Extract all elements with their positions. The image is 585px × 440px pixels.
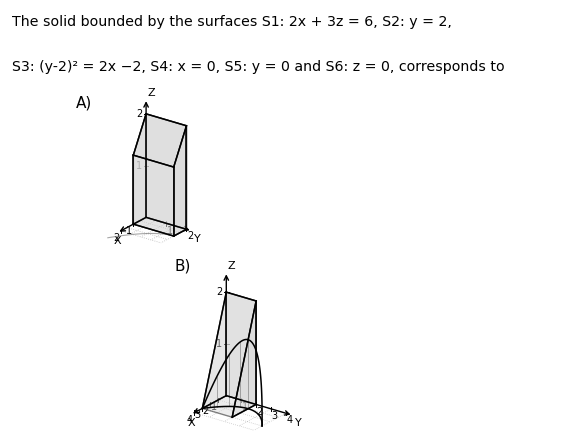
Polygon shape bbox=[174, 126, 187, 236]
Text: 4: 4 bbox=[187, 414, 193, 425]
Polygon shape bbox=[232, 301, 256, 417]
Text: S3: (y-2)² = 2x −2, S4: x = 0, S5: y = 0 and S6: z = 0, corresponds to: S3: (y-2)² = 2x −2, S4: x = 0, S5: y = 0… bbox=[12, 60, 504, 74]
Text: 1: 1 bbox=[126, 226, 132, 236]
Polygon shape bbox=[202, 292, 226, 408]
Polygon shape bbox=[226, 292, 256, 404]
Text: 1: 1 bbox=[167, 226, 173, 235]
Text: 2: 2 bbox=[216, 287, 222, 297]
Text: X: X bbox=[114, 236, 122, 246]
Text: 2: 2 bbox=[113, 233, 119, 243]
Text: 2: 2 bbox=[202, 406, 209, 416]
Text: 1: 1 bbox=[211, 402, 217, 412]
Text: Y: Y bbox=[194, 234, 201, 244]
Text: 2: 2 bbox=[136, 109, 142, 119]
Polygon shape bbox=[133, 114, 187, 167]
Text: The solid bounded by the surfaces S1: 2x + 3z = 6, S2: y = 2,: The solid bounded by the surfaces S1: 2x… bbox=[12, 15, 452, 29]
Text: 2: 2 bbox=[257, 407, 263, 417]
Polygon shape bbox=[146, 114, 187, 229]
Polygon shape bbox=[133, 155, 174, 236]
Text: 1: 1 bbox=[216, 339, 222, 349]
Text: 1: 1 bbox=[136, 161, 142, 171]
Text: Z: Z bbox=[147, 88, 155, 98]
Text: Z: Z bbox=[228, 261, 235, 271]
Text: Y: Y bbox=[295, 418, 302, 428]
Text: 4: 4 bbox=[287, 415, 292, 425]
Text: 3: 3 bbox=[271, 411, 278, 421]
Text: 3: 3 bbox=[195, 410, 201, 420]
Text: 2: 2 bbox=[187, 231, 193, 242]
Text: B): B) bbox=[174, 259, 191, 274]
Text: 1: 1 bbox=[242, 402, 248, 412]
Polygon shape bbox=[133, 217, 187, 236]
Polygon shape bbox=[133, 114, 146, 224]
Text: A): A) bbox=[76, 95, 92, 110]
Polygon shape bbox=[202, 292, 256, 417]
Text: X: X bbox=[187, 418, 195, 428]
